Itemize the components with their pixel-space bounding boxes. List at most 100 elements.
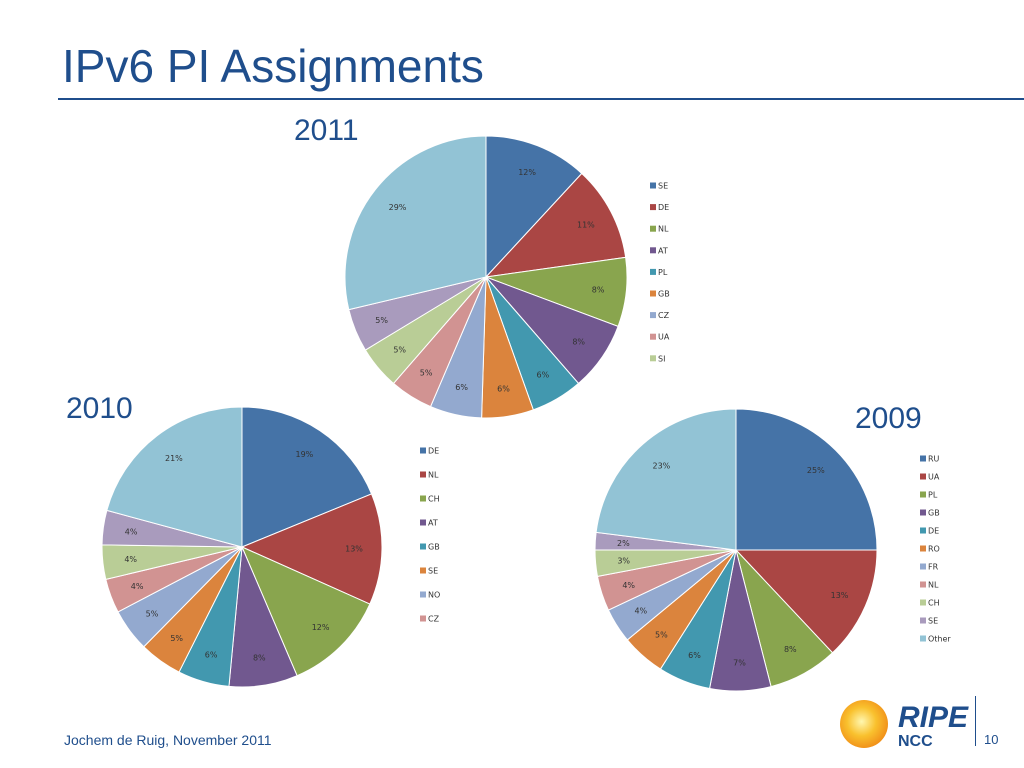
pie-2011-data-label-6: 6% bbox=[455, 383, 468, 392]
pie-2011-data-label-10: 29% bbox=[389, 203, 407, 212]
pie-2011-data-label-8: 5% bbox=[393, 346, 406, 355]
legend-2009-swatch-10 bbox=[920, 635, 926, 642]
pie-2010-data-label-4: 6% bbox=[205, 651, 218, 660]
legend-2010-swatch-3 bbox=[420, 519, 426, 526]
pie-2009-data-label-7: 4% bbox=[622, 581, 635, 590]
pie-2010-data-label-10: 21% bbox=[165, 454, 183, 463]
pie-2011-data-label-5: 6% bbox=[497, 384, 510, 393]
legend-2011-swatch-5 bbox=[650, 290, 656, 297]
pie-2010-data-label-9: 4% bbox=[125, 527, 138, 536]
legend-2010-label-7: CZ bbox=[428, 615, 440, 624]
legend-2009-label-7: NL bbox=[928, 581, 939, 590]
pie-2010-data-label-8: 4% bbox=[124, 555, 137, 564]
legend-2010-label-4: GB bbox=[428, 543, 440, 552]
legend-2011-swatch-0 bbox=[650, 182, 656, 189]
legend-2010-label-3: AT bbox=[428, 519, 438, 528]
pie-2011-slice-0 bbox=[485, 135, 583, 279]
pie-2009-data-label-6: 4% bbox=[634, 606, 647, 615]
pie-2010-data-label-6: 5% bbox=[146, 610, 159, 619]
legend-2011-label-3: AT bbox=[658, 246, 668, 255]
pie-2011-slice-10 bbox=[344, 135, 487, 311]
legend-2009-label-1: UA bbox=[928, 473, 940, 482]
pie-2010-slice-2 bbox=[241, 546, 371, 677]
chart-title-2009: 2009 bbox=[855, 402, 922, 435]
legend-2010-swatch-1 bbox=[420, 471, 426, 478]
legend-2009-label-5: RO bbox=[928, 545, 940, 554]
pie-2010-data-label-3: 8% bbox=[253, 654, 266, 663]
legend-2010-swatch-2 bbox=[420, 495, 426, 502]
sun-icon bbox=[840, 700, 888, 748]
pie-2011-slice-1 bbox=[484, 172, 627, 278]
logo-ncc-text: NCC bbox=[898, 733, 933, 750]
pie-2011-data-label-4: 6% bbox=[537, 370, 550, 379]
legend-2011-swatch-4 bbox=[650, 268, 656, 275]
legend-2011-label-0: SE bbox=[658, 182, 668, 191]
pie-2011-data-label-2: 8% bbox=[592, 285, 605, 294]
pie-2009-data-label-8: 3% bbox=[617, 557, 630, 566]
pie-2009-slice-1 bbox=[734, 549, 878, 654]
chart-title-2011: 2011 bbox=[294, 114, 359, 147]
legend-2011-swatch-2 bbox=[650, 225, 656, 232]
pie-2010-slice-0 bbox=[241, 406, 373, 548]
title-divider bbox=[58, 98, 1024, 100]
legend-2010-swatch-5 bbox=[420, 567, 426, 574]
pie-2009-data-label-2: 8% bbox=[784, 645, 797, 654]
legend-2009-swatch-8 bbox=[920, 599, 926, 606]
legend-2009-label-8: CH bbox=[928, 599, 940, 608]
pie-2010-data-label-0: 19% bbox=[296, 450, 314, 459]
legend-2011-label-8: SI bbox=[658, 354, 665, 363]
legend-2011-swatch-1 bbox=[650, 204, 656, 211]
page-number: 10 bbox=[984, 732, 999, 747]
legend-2010-label-6: NO bbox=[428, 591, 440, 600]
pie-2009-slice-0 bbox=[735, 408, 878, 551]
legend-2009-label-4: DE bbox=[928, 527, 939, 536]
pie-2010-slice-10 bbox=[106, 406, 243, 548]
legend-2009-label-3: GB bbox=[928, 509, 940, 518]
legend-2009-label-10: Other bbox=[928, 635, 951, 644]
legend-2010-label-1: NL bbox=[428, 471, 439, 480]
legend-2011-label-1: DE bbox=[658, 203, 669, 212]
pie-2010-data-label-5: 5% bbox=[170, 634, 183, 643]
legend-2011-label-7: UA bbox=[658, 333, 670, 342]
pie-2009-data-label-0: 25% bbox=[807, 466, 825, 475]
legend-2009-swatch-2 bbox=[920, 491, 926, 498]
pie-2011-data-label-9: 5% bbox=[375, 316, 388, 325]
legend-2009-swatch-9 bbox=[920, 617, 926, 624]
legend-2009-swatch-5 bbox=[920, 545, 926, 552]
pie-2010-data-label-2: 12% bbox=[312, 623, 330, 632]
pie-2010-slice-1 bbox=[240, 493, 383, 605]
legend-2009-swatch-3 bbox=[920, 509, 926, 516]
legend-2010-label-0: DE bbox=[428, 447, 439, 456]
pie-2009-data-label-10: 23% bbox=[653, 461, 671, 470]
legend-2010-swatch-4 bbox=[420, 543, 426, 550]
pie-2011-data-label-3: 8% bbox=[572, 337, 585, 346]
pie-2009-data-label-4: 6% bbox=[688, 651, 701, 660]
pie-2009-data-label-5: 5% bbox=[655, 631, 668, 640]
legend-2009-label-0: RU bbox=[928, 455, 940, 464]
legend-2009-swatch-0 bbox=[920, 455, 926, 462]
chart-title-2010: 2010 bbox=[66, 392, 133, 425]
pie-2009-slice-10 bbox=[595, 408, 737, 551]
footer-author: Jochem de Ruig, November 2011 bbox=[64, 732, 272, 748]
legend-2011-label-4: PL bbox=[658, 268, 668, 277]
legend-2009-swatch-6 bbox=[920, 563, 926, 570]
logo-divider bbox=[975, 696, 976, 746]
legend-2011-swatch-3 bbox=[650, 247, 656, 254]
legend-2011-swatch-8 bbox=[650, 355, 656, 362]
legend-2010-swatch-6 bbox=[420, 591, 426, 598]
legend-2011-swatch-6 bbox=[650, 312, 656, 319]
slide-title: IPv6 PI Assignments bbox=[62, 40, 484, 92]
pie-2010-data-label-7: 4% bbox=[131, 582, 144, 591]
legend-2009-label-9: SE bbox=[928, 617, 938, 626]
legend-2009-label-2: PL bbox=[928, 491, 938, 500]
pie-2009-data-label-9: 2% bbox=[617, 539, 630, 548]
legend-2009-label-6: FR bbox=[928, 563, 939, 572]
legend-2011-label-5: GB bbox=[658, 290, 670, 299]
pie-2009-data-label-1: 13% bbox=[831, 591, 849, 600]
legend-2009-swatch-4 bbox=[920, 527, 926, 534]
pie-2011-data-label-1: 11% bbox=[577, 221, 595, 230]
legend-2010-label-2: CH bbox=[428, 495, 440, 504]
pie-2010-data-label-1: 13% bbox=[345, 545, 363, 554]
legend-2010-swatch-7 bbox=[420, 615, 426, 622]
